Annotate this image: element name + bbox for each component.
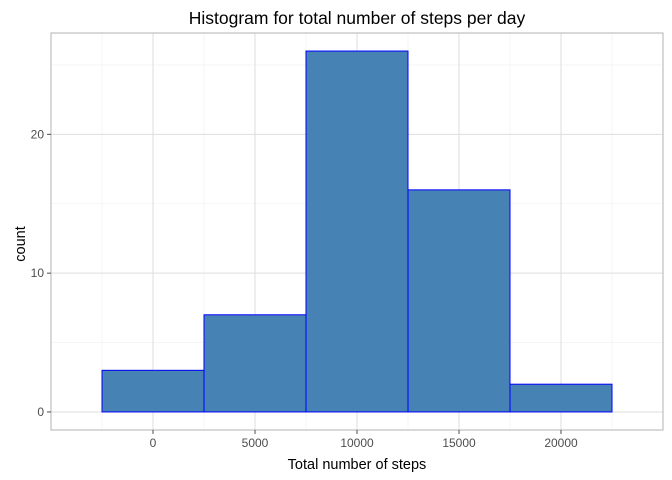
- histogram-bar: [203, 314, 307, 413]
- histogram-bars: [101, 50, 613, 413]
- x-tick-label: 20000: [544, 436, 578, 450]
- y-axis-title: count: [13, 226, 29, 261]
- y-tick-label: 0: [37, 405, 44, 419]
- y-tick-label: 20: [31, 127, 45, 141]
- histogram-bar: [509, 383, 613, 413]
- chart-title: Histogram for total number of steps per …: [189, 8, 526, 28]
- y-tick-label: 10: [31, 266, 45, 280]
- x-tick-label: 10000: [340, 436, 374, 450]
- x-axis-title: Total number of steps: [288, 457, 427, 473]
- histogram-bar: [101, 369, 205, 413]
- x-tick-label: 5000: [242, 436, 269, 450]
- x-axis: 0 5000 10000 15000 20000: [150, 430, 578, 450]
- x-tick-label: 15000: [442, 436, 476, 450]
- histogram-bar: [407, 189, 511, 413]
- y-axis: 0 10 20: [31, 127, 51, 419]
- x-tick-label: 0: [150, 436, 157, 450]
- histogram-bar: [305, 50, 409, 413]
